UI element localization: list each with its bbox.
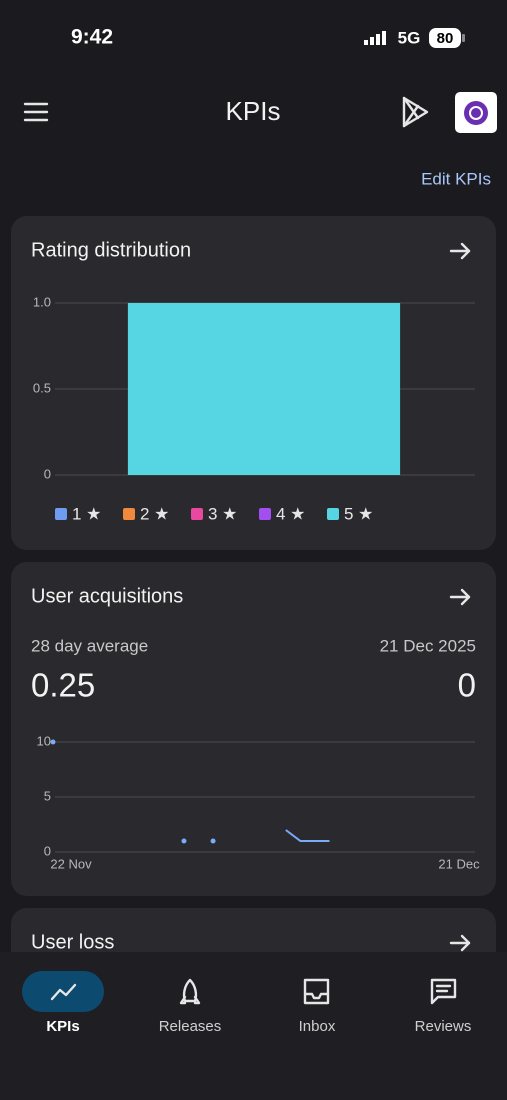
legend-swatch <box>327 508 339 520</box>
y-tick-label: 0 <box>44 466 51 481</box>
inbox-icon <box>303 978 330 1005</box>
nav-item[interactable]: Reviews <box>415 1018 472 1035</box>
status-battery: 80 <box>437 30 454 47</box>
card-title: User loss <box>31 931 114 953</box>
nav-item[interactable]: Inbox <box>299 1018 336 1035</box>
average-value: 0.25 <box>31 667 95 704</box>
app-avatar[interactable] <box>455 92 497 133</box>
line-point <box>210 838 216 844</box>
card-arrow[interactable] <box>449 588 471 606</box>
card-arrow[interactable] <box>449 242 471 260</box>
battery-icon <box>429 28 461 48</box>
acquisitions-card <box>11 562 496 896</box>
legend-swatch <box>191 508 203 520</box>
menu-button[interactable] <box>23 102 49 122</box>
edit-kpis-link[interactable]: Edit KPIs <box>421 169 491 188</box>
legend-swatch <box>123 508 135 520</box>
y-tick-label: 1.0 <box>33 294 51 309</box>
card-title: User acquisitions <box>31 585 183 607</box>
date-label: 21 Dec 2025 <box>380 636 476 655</box>
legend-label: 4 ★ <box>276 504 305 523</box>
status-time: 9:42 <box>71 26 113 49</box>
y-tick-label: 0.5 <box>33 380 51 395</box>
card-arrow[interactable] <box>449 934 471 952</box>
card-title: Rating distribution <box>31 239 191 261</box>
reviews-icon <box>430 978 457 1005</box>
legend-swatch <box>55 508 67 520</box>
nav-icons <box>50 978 457 1005</box>
average-label: 28 day average <box>31 636 148 655</box>
kpis-icon <box>50 983 77 1001</box>
legend-label: 5 ★ <box>344 504 373 523</box>
legend-label: 2 ★ <box>140 504 169 523</box>
legend-swatch <box>259 508 271 520</box>
line-point <box>50 739 56 745</box>
legend-label: 3 ★ <box>208 504 237 523</box>
x-tick-label: 22 Nov <box>50 856 92 871</box>
releases-icon <box>179 978 201 1005</box>
bar-segment <box>127 303 401 475</box>
date-value: 0 <box>458 667 476 704</box>
status-network: 5G <box>398 28 421 47</box>
y-tick-label: 5 <box>44 788 51 803</box>
play-console-button[interactable] <box>402 96 429 128</box>
line-piece <box>285 829 330 842</box>
nav-item[interactable]: Releases <box>159 1018 222 1035</box>
nav-item[interactable]: KPIs <box>46 1018 79 1035</box>
y-tick-label: 10 <box>37 733 51 748</box>
signal-icon <box>364 31 386 45</box>
y-tick-label: 0 <box>44 843 51 858</box>
line-point <box>181 838 187 844</box>
x-tick-label: 21 Dec <box>438 856 480 871</box>
legend-label: 1 ★ <box>72 504 101 523</box>
page-title: KPIs <box>226 96 281 126</box>
battery-tip <box>462 34 465 42</box>
